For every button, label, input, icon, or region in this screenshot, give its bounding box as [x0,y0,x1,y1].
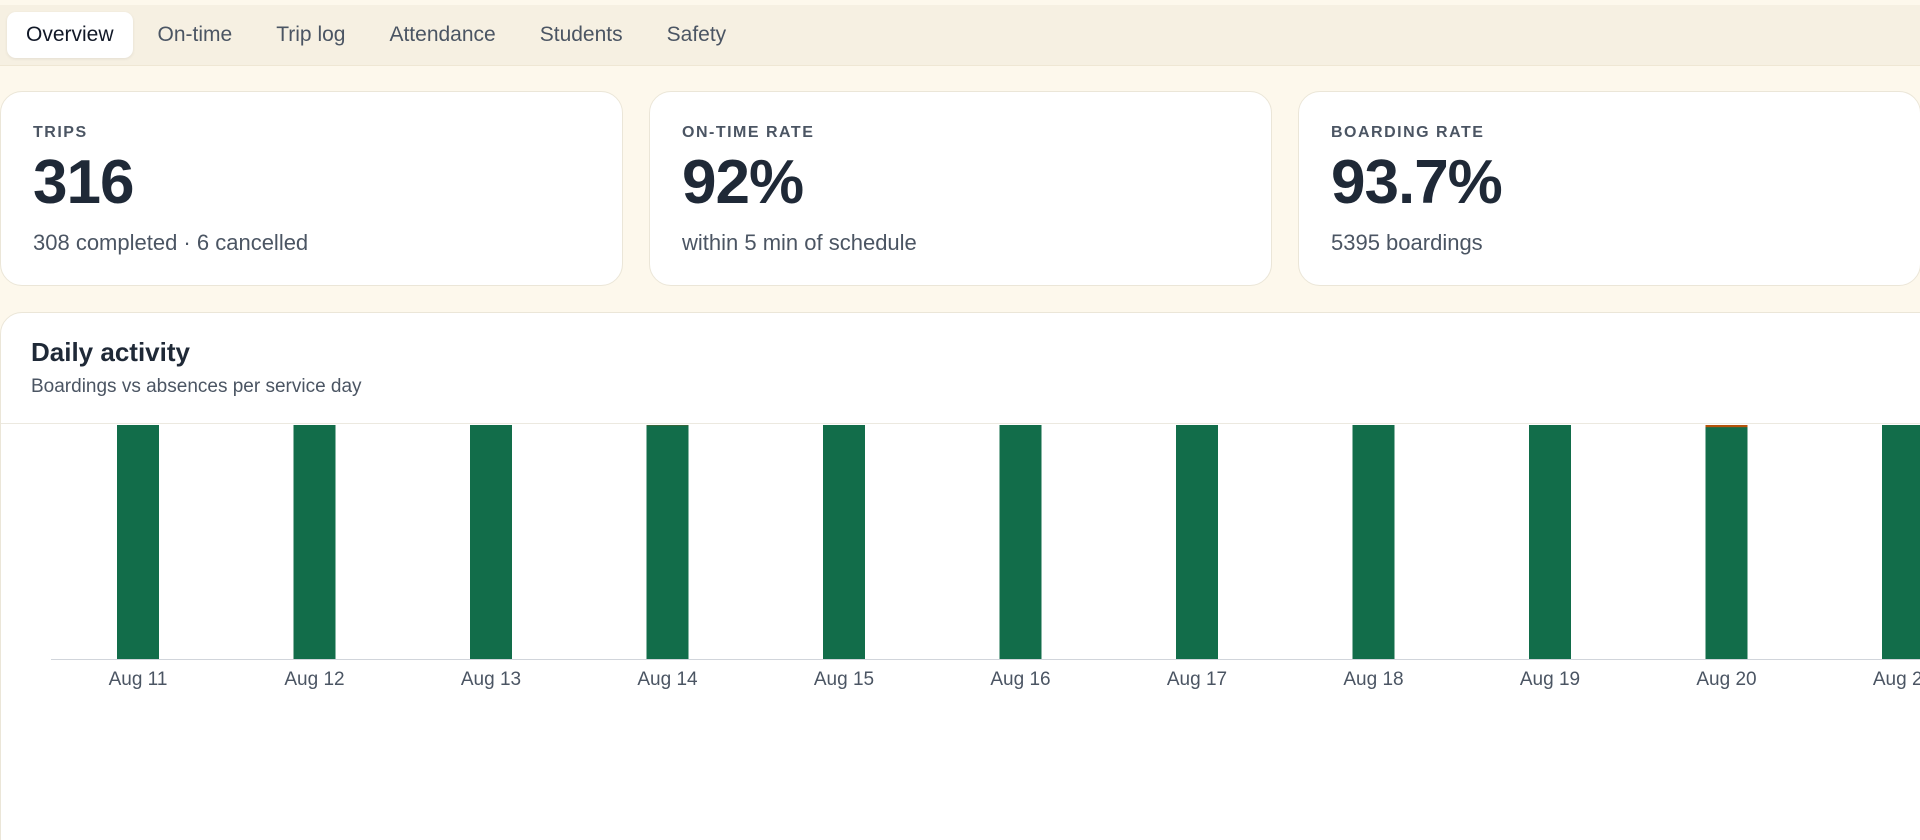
x-tick-label: Aug 18 [1343,669,1403,690]
bar-boardings[interactable] [117,425,159,659]
kpi-label: BOARDING RATE [1331,124,1485,141]
bar-group[interactable]: 402Aug 11 [109,425,168,690]
kpi-value: 316 [33,148,134,217]
chart-subtitle: Boardings vs absences per service day [31,376,362,397]
tab-attendance[interactable]: Attendance [389,23,496,46]
x-tick-label: Aug 12 [284,669,344,690]
bar-group[interactable]: 385Aug 17 [1167,425,1227,690]
tab-on-time[interactable]: On-time [157,23,233,46]
bar-group[interactable]: 372Aug 18 [1343,425,1404,690]
bar-boardings[interactable] [999,425,1042,659]
bar-group[interactable]: 368Aug 14 [637,425,698,690]
x-tick-label: Aug 21 [1873,669,1920,690]
x-tick-label: Aug 14 [637,669,698,690]
x-tick-label: Aug 20 [1696,669,1756,690]
kpi-label: TRIPS [33,124,88,141]
tab-bar: Overview On-time Trip log Attendance Student… [0,5,1920,66]
bar-boardings[interactable] [1882,425,1920,659]
kpi-subtext: 308 completed · 6 cancelled [33,230,309,255]
daily-activity-card: Daily activity Boardings vs absences per… [0,312,1920,840]
tab-trip-log[interactable]: Trip log [276,23,346,46]
bar-boardings[interactable] [823,425,865,659]
bar-boardings[interactable] [1529,425,1571,659]
chart-title: Daily activity [31,337,190,367]
tab-safety[interactable]: Safety [666,23,727,46]
bar-group[interactable]: 366Aug 20 [1696,425,1757,690]
x-tick-label: Aug 11 [109,669,168,690]
kpi-card-on-time-rate: ON-TIME RATE 92% within 5 min of schedul… [649,91,1272,286]
kpi-card-boarding-rate: BOARDING RATE 93.7% 5395 boardings [1298,91,1920,286]
bar-group[interactable]: 391Aug 13 [461,425,521,690]
chart-header: Daily activity Boardings vs absences per… [1,313,1920,424]
tab-overview[interactable]: Overview [7,12,133,58]
bar-group[interactable]: 381Aug 19 [1520,425,1580,690]
kpi-value: 93.7% [1331,148,1503,217]
kpi-value: 92% [682,148,804,217]
bar-group[interactable]: 396Aug 16 [990,425,1051,690]
kpi-label: ON-TIME RATE [682,124,815,141]
bar-boardings[interactable] [1176,425,1218,659]
bar-group[interactable]: 394Aug 21 [1873,425,1920,690]
bar-boardings[interactable] [646,425,689,659]
bar-group[interactable]: 383Aug 12 [284,425,345,690]
bar-boardings[interactable] [293,425,336,659]
x-tick-label: Aug 17 [1167,669,1227,690]
x-tick-label: Aug 19 [1520,669,1580,690]
kpi-subtext: 5395 boardings [1331,230,1483,255]
tab-students[interactable]: Students [539,23,623,46]
bar-group[interactable]: 379Aug 15 [814,425,874,690]
bar-boardings[interactable] [1352,425,1395,659]
kpi-subtext: within 5 min of schedule [682,230,917,255]
bar-absences[interactable] [1705,425,1748,430]
bar-boardings[interactable] [470,425,512,659]
bar-boardings[interactable] [1705,427,1748,659]
daily-activity-chart: 402Aug 11 383Aug 12 391Aug 13 368Aug 14 379A… [51,425,1920,690]
x-tick-label: Aug 13 [461,669,521,690]
x-tick-label: Aug 15 [814,669,874,690]
kpi-card-trips: TRIPS 316 308 completed · 6 cancelled [0,91,623,286]
x-tick-label: Aug 16 [990,669,1050,690]
